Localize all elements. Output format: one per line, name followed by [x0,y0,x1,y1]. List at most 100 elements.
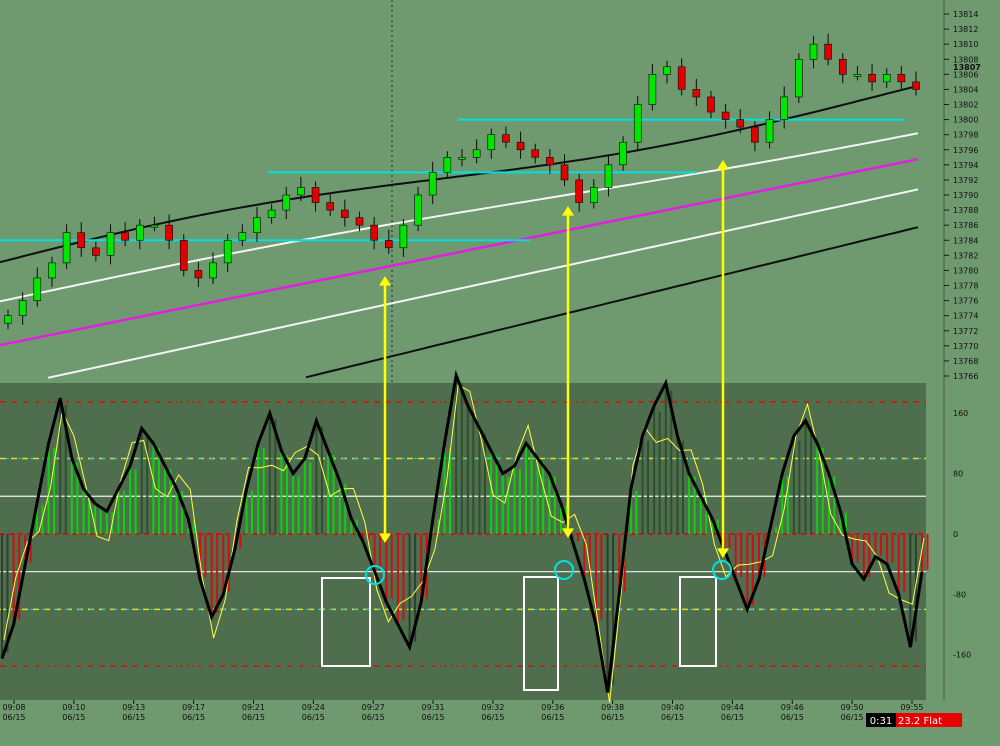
candle-up [48,262,56,279]
date-tick-label: 06/15 [601,713,624,722]
candle-up [604,164,613,188]
candle-down [502,134,510,143]
time-tick-label: 09:50 [841,703,864,712]
time-tick-label: 09:40 [661,703,684,712]
candle-up [443,156,452,173]
date-tick-label: 06/15 [422,713,445,722]
turbo-line [3,384,925,703]
price-tick-label: 13796 [953,146,978,155]
candle-up [795,58,803,98]
price-tick-label: 13802 [953,101,978,110]
arrow-head [562,528,574,538]
date-tick-label: 06/15 [182,713,205,722]
candle-up [136,224,144,241]
signal-overlay [321,160,732,691]
date-tick-label: 06/15 [242,713,265,722]
ma-band-lower-white [47,188,919,379]
date-tick-label: 06/15 [661,713,684,722]
arrow-head [379,276,391,286]
date-tick-label: 06/15 [2,713,25,722]
candle-down [721,111,730,120]
candle-up [853,74,862,77]
price-tick-label: 13792 [953,176,978,185]
candle-up [663,66,671,75]
date-tick-label: 06/15 [362,713,385,722]
candle-down [912,81,920,90]
status-position: 23.2 Flat [898,716,942,727]
arrow-head [717,160,729,170]
date-tick-label: 06/15 [122,713,145,722]
price-tick-label: 13812 [953,25,978,34]
price-tick-label: 13804 [953,85,978,94]
price-tick-label: 13786 [953,221,978,230]
candle-up [18,300,27,316]
candle-down [311,187,320,203]
candle-down [516,141,525,151]
candle-down [692,89,701,98]
candle-down [341,209,349,218]
candle-up [223,239,232,264]
arrow-head [379,533,391,543]
status-position-box [896,713,962,727]
candle-down [384,239,393,249]
time-tick-label: 09:32 [481,703,504,712]
signal-circle [554,560,574,580]
time-tick-label: 09:08 [2,703,25,712]
candle-down [92,247,100,256]
time-tick-label: 09:13 [122,703,145,712]
time-tick-label: 09:55 [900,703,923,712]
status-timer: 0:31 [870,716,892,727]
date-tick-label: 06/15 [481,713,504,722]
time-tick-label: 09:27 [362,703,385,712]
price-tick-label: 13814 [953,10,978,19]
candle-up [472,149,481,158]
candle-up [633,104,642,143]
candle-down [546,156,554,166]
pattern-box [523,576,559,691]
oscillator-tick-label: 0 [953,530,958,539]
arrow-head [562,206,574,216]
date-tick-label: 06/15 [721,713,744,722]
candle-down [370,224,378,241]
price-tick-label: 13768 [953,357,978,366]
candle-down [560,164,569,181]
cci-line [0,369,924,693]
time-tick-label: 09:17 [182,703,205,712]
candle-up [150,224,159,228]
price-tick-label: 13780 [953,266,978,275]
candle-down [751,126,759,143]
oscillator-tick-label: 80 [953,470,963,479]
oscillator-tick-label: -160 [953,651,971,660]
oscillator-background [0,383,926,700]
candle-down [838,58,847,75]
price-tick-label: 13770 [953,342,978,351]
arrow-head [717,548,729,558]
ma-slow-black [305,226,919,379]
price-tick-label: 13788 [953,206,978,215]
candle-up [458,156,466,160]
candle-up [267,209,276,218]
candle-up [399,224,408,249]
date-tick-label: 06/15 [62,713,85,722]
candle-up [4,315,12,324]
date-tick-label: 06/15 [781,713,804,722]
price-tick-label: 13782 [953,251,978,260]
candle-down [736,119,745,128]
candle-up [780,96,788,120]
candle-down [179,239,188,271]
time-tick-label: 09:44 [721,703,744,712]
candle-up [62,232,71,264]
pattern-box [679,576,717,667]
pattern-box [321,577,371,667]
candle-up [106,232,115,256]
price-panel [0,0,920,383]
time-tick-label: 09:46 [781,703,804,712]
candle-down [824,43,832,60]
time-tick-label: 09:10 [62,703,85,712]
candle-down [868,74,876,83]
price-tick-label: 13766 [953,372,978,381]
candle-down [194,270,203,279]
time-tick-label: 09:31 [422,703,445,712]
date-tick-label: 06/15 [841,713,864,722]
candle-down [677,66,686,90]
